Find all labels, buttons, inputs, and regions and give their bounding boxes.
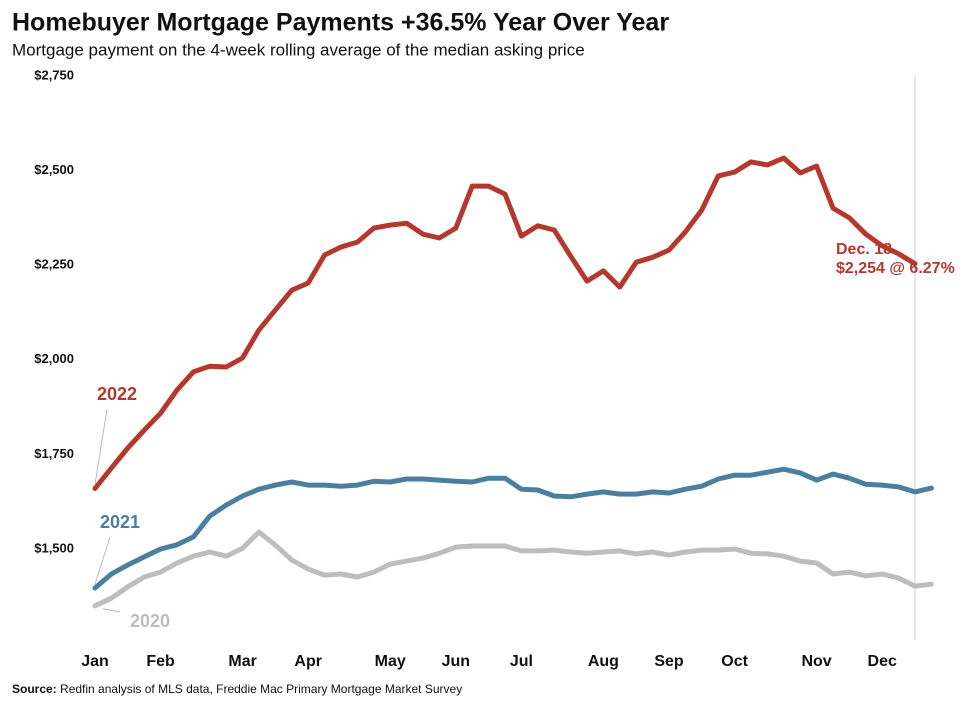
x-tick-label: Aug: [588, 653, 619, 670]
x-tick-label: Sep: [654, 653, 684, 670]
x-tick-label: Jun: [442, 653, 470, 670]
y-tick-label: $2,750: [34, 67, 74, 82]
series-label: 2022: [97, 384, 137, 404]
series-line: [92, 466, 934, 591]
label-leader: [94, 536, 111, 585]
series-label: 2020: [130, 611, 170, 631]
source-text: Redfin analysis of MLS data, Freddie Mac…: [60, 682, 462, 696]
x-tick-label: Oct: [721, 653, 748, 670]
y-tick-label: $1,750: [34, 446, 74, 461]
series-line: [92, 529, 934, 609]
x-tick-label: Feb: [146, 653, 175, 670]
y-tick-label: $2,250: [34, 257, 74, 272]
y-tick-label: $2,500: [34, 162, 74, 177]
x-tick-label: Apr: [294, 653, 322, 670]
series-line: [92, 155, 918, 491]
x-tick-label: Jan: [81, 653, 109, 670]
label-leader: [94, 408, 108, 485]
y-tick-label: $2,000: [34, 351, 74, 366]
x-tick-label: Mar: [228, 653, 256, 670]
annotation: Dec. 18: [836, 241, 892, 258]
x-tick-label: Dec: [868, 653, 897, 670]
x-tick-label: Nov: [801, 653, 831, 670]
label-leader: [102, 608, 121, 613]
source-label: Source:: [12, 682, 57, 696]
source: Source: Redfin analysis of MLS data, Fre…: [12, 682, 462, 696]
chart-subtitle: Mortgage payment on the 4-week rolling a…: [12, 40, 585, 59]
series-label: 2021: [100, 512, 140, 532]
y-tick-label: $1,500: [34, 540, 74, 555]
x-tick-label: Jul: [510, 653, 533, 670]
x-tick-label: May: [375, 653, 406, 670]
chart-title: Homebuyer Mortgage Payments +36.5% Year …: [12, 9, 669, 37]
annotation: $2,254 @ 6.27%: [836, 260, 955, 277]
